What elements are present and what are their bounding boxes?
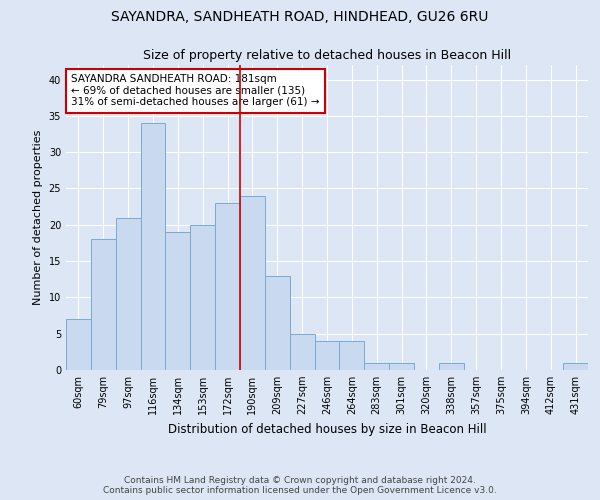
- Text: SAYANDRA, SANDHEATH ROAD, HINDHEAD, GU26 6RU: SAYANDRA, SANDHEATH ROAD, HINDHEAD, GU26…: [112, 10, 488, 24]
- Bar: [439, 362, 464, 370]
- X-axis label: Distribution of detached houses by size in Beacon Hill: Distribution of detached houses by size …: [167, 422, 487, 436]
- Title: Size of property relative to detached houses in Beacon Hill: Size of property relative to detached ho…: [143, 50, 511, 62]
- Bar: [265, 276, 290, 370]
- Text: Contains HM Land Registry data © Crown copyright and database right 2024.
Contai: Contains HM Land Registry data © Crown c…: [103, 476, 497, 495]
- Bar: [290, 334, 314, 370]
- Bar: [240, 196, 265, 370]
- Bar: [116, 218, 140, 370]
- Bar: [66, 319, 91, 370]
- Bar: [340, 341, 364, 370]
- Bar: [314, 341, 340, 370]
- Bar: [389, 362, 414, 370]
- Text: SAYANDRA SANDHEATH ROAD: 181sqm
← 69% of detached houses are smaller (135)
31% o: SAYANDRA SANDHEATH ROAD: 181sqm ← 69% of…: [71, 74, 320, 108]
- Bar: [166, 232, 190, 370]
- Bar: [91, 240, 116, 370]
- Bar: [140, 123, 166, 370]
- Bar: [190, 225, 215, 370]
- Bar: [364, 362, 389, 370]
- Bar: [215, 203, 240, 370]
- Bar: [563, 362, 588, 370]
- Y-axis label: Number of detached properties: Number of detached properties: [33, 130, 43, 305]
